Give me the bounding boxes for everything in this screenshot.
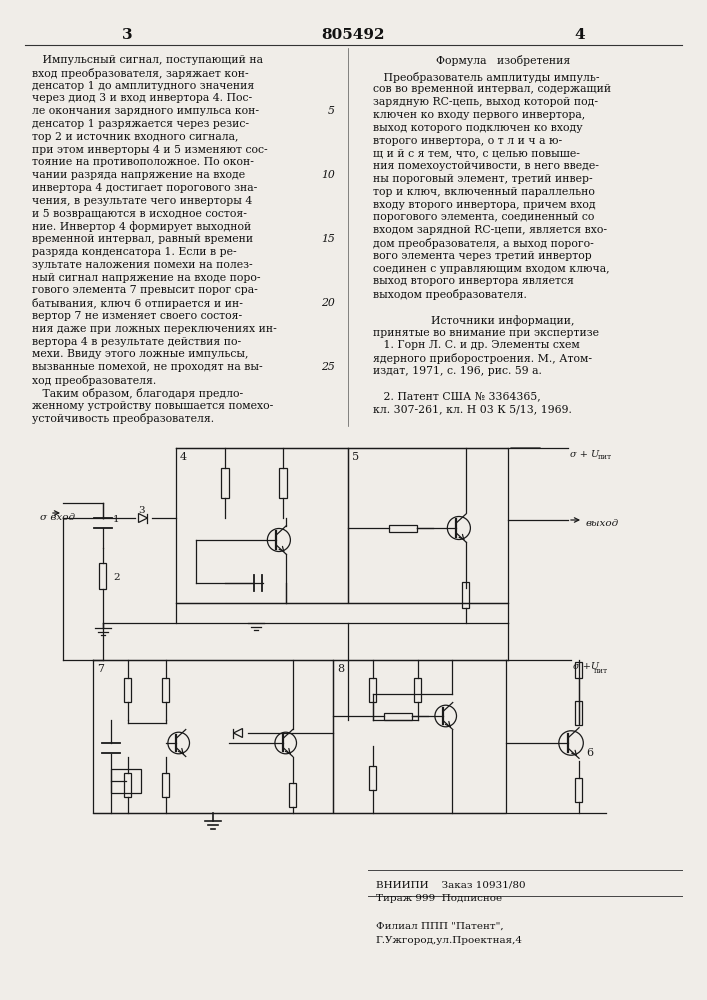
Text: вход преобразователя, заряжает кон-: вход преобразователя, заряжает кон- <box>32 68 249 79</box>
Text: дом преобразователя, а выход порого-: дом преобразователя, а выход порого- <box>373 238 594 249</box>
Text: ле окончания зарядного импульса кон-: ле окончания зарядного импульса кон- <box>32 106 259 116</box>
Text: второго инвертора, о т л и ч а ю-: второго инвертора, о т л и ч а ю- <box>373 136 562 146</box>
Text: тояние на противоположное. По окон-: тояние на противоположное. По окон- <box>32 157 254 167</box>
Text: через диод 3 и вход инвертора 4. Пос-: через диод 3 и вход инвертора 4. Пос- <box>32 93 252 103</box>
Text: устойчивость преобразователя.: устойчивость преобразователя. <box>32 413 214 424</box>
Text: 2. Патент США № 3364365,: 2. Патент США № 3364365, <box>373 392 541 402</box>
Text: σ + U: σ + U <box>570 450 600 459</box>
Text: 5: 5 <box>352 452 359 462</box>
Text: 3: 3 <box>138 506 145 515</box>
Bar <box>163 678 170 702</box>
Text: 3: 3 <box>122 28 133 42</box>
Text: принятые во внимание при экспертизе: принятые во внимание при экспертизе <box>373 328 599 338</box>
Text: выходом преобразователя.: выходом преобразователя. <box>373 289 527 300</box>
Bar <box>100 563 107 589</box>
Text: инвертора 4 достигает порогового зна-: инвертора 4 достигает порогового зна- <box>32 183 257 193</box>
Bar <box>279 468 287 498</box>
Text: σ вход: σ вход <box>40 513 75 522</box>
Text: 6: 6 <box>586 748 593 758</box>
Text: зультате наложения помехи на полез-: зультате наложения помехи на полез- <box>32 260 252 270</box>
Text: издат, 1971, с. 196, рис. 59 а.: издат, 1971, с. 196, рис. 59 а. <box>373 366 542 376</box>
Text: вертора 4 в результате действия по-: вертора 4 в результате действия по- <box>32 337 241 347</box>
Text: выход которого подключен ко входу: выход которого подключен ко входу <box>373 123 583 133</box>
Text: 1: 1 <box>113 515 119 524</box>
Text: тор и ключ, включенный параллельно: тор и ключ, включенный параллельно <box>373 187 595 197</box>
Text: денсатор 1 до амплитудного значения: денсатор 1 до амплитудного значения <box>32 81 255 91</box>
Text: соединен с управляющим входом ключа,: соединен с управляющим входом ключа, <box>373 264 609 274</box>
Text: сов во временной интервал, содержащий: сов во временной интервал, содержащий <box>373 84 611 94</box>
Text: вертор 7 не изменяет своего состоя-: вертор 7 не изменяет своего состоя- <box>32 311 242 321</box>
Bar <box>111 769 141 793</box>
Text: 4: 4 <box>574 28 585 42</box>
Text: кл. 307-261, кл. Н 03 К 5/13, 1969.: кл. 307-261, кл. Н 03 К 5/13, 1969. <box>373 404 572 414</box>
Text: разряда конденсатора 1. Если в ре-: разряда конденсатора 1. Если в ре- <box>32 247 237 257</box>
Text: вызванные помехой, не проходят на вы-: вызванные помехой, не проходят на вы- <box>32 362 262 372</box>
Text: Г.Ужгород,ул.Проектная,4: Г.Ужгород,ул.Проектная,4 <box>375 936 522 945</box>
Text: 20: 20 <box>321 298 335 308</box>
Text: и 5 возвращаются в исходное состоя-: и 5 возвращаются в исходное состоя- <box>32 209 247 219</box>
Text: Импульсный сигнал, поступающий на: Импульсный сигнал, поступающий на <box>32 55 263 65</box>
Text: ния помехоустойчивости, в него введе-: ния помехоустойчивости, в него введе- <box>373 161 599 171</box>
Bar <box>124 773 132 797</box>
Text: 8: 8 <box>337 664 344 674</box>
Text: ния даже при ложных переключениях ин-: ния даже при ложных переключениях ин- <box>32 324 276 334</box>
Text: зарядную RC-цепь, выход которой под-: зарядную RC-цепь, выход которой под- <box>373 97 598 107</box>
Text: мехи. Ввиду этого ложные импульсы,: мехи. Ввиду этого ложные импульсы, <box>32 349 248 359</box>
Text: 10: 10 <box>321 170 335 180</box>
Text: ключен ко входу первого инвертора,: ключен ко входу первого инвертора, <box>373 110 585 120</box>
Text: входу второго инвертора, причем вход: входу второго инвертора, причем вход <box>373 200 595 210</box>
Bar <box>575 662 583 678</box>
Text: σ +U: σ +U <box>573 662 599 671</box>
Bar <box>221 468 229 498</box>
Bar <box>370 766 377 790</box>
Text: щ и й с я тем, что, с целью повыше-: щ и й с я тем, что, с целью повыше- <box>373 148 580 158</box>
Text: ный сигнал напряжение на входе поро-: ный сигнал напряжение на входе поро- <box>32 273 260 283</box>
Text: пит: пит <box>594 667 608 675</box>
Text: гового элемента 7 превысит порог сра-: гового элемента 7 превысит порог сра- <box>32 285 258 295</box>
Text: денсатор 1 разряжается через резис-: денсатор 1 разряжается через резис- <box>32 119 249 129</box>
Text: 5: 5 <box>328 106 335 116</box>
Text: 2: 2 <box>113 573 119 582</box>
Text: женному устройству повышается помехо-: женному устройству повышается помехо- <box>32 401 273 411</box>
Text: чании разряда напряжение на входе: чании разряда напряжение на входе <box>32 170 245 180</box>
Bar <box>575 778 583 802</box>
Text: 805492: 805492 <box>322 28 385 42</box>
Text: ВНИИПИ    Заказ 10931/80: ВНИИПИ Заказ 10931/80 <box>375 880 525 889</box>
Bar <box>462 582 469 608</box>
Bar <box>124 678 132 702</box>
Text: ход преобразователя.: ход преобразователя. <box>32 375 156 386</box>
Text: батывания, ключ 6 отпирается и ин-: батывания, ключ 6 отпирается и ин- <box>32 298 243 309</box>
Bar <box>389 524 417 532</box>
Text: Тираж 999  Подписное: Тираж 999 Подписное <box>375 894 502 903</box>
Text: ние. Инвертор 4 формирует выходной: ние. Инвертор 4 формирует выходной <box>32 221 251 232</box>
Bar <box>414 678 421 702</box>
Text: Формула   изобретения: Формула изобретения <box>436 55 570 66</box>
Text: ны пороговый элемент, третий инвер-: ны пороговый элемент, третий инвер- <box>373 174 592 184</box>
Text: 15: 15 <box>321 234 335 244</box>
Text: входом зарядной RC-цепи, является вхо-: входом зарядной RC-цепи, является вхо- <box>373 225 607 235</box>
Text: 1. Горн Л. С. и др. Элементы схем: 1. Горн Л. С. и др. Элементы схем <box>373 340 580 350</box>
Text: Таким образом, благодаря предло-: Таким образом, благодаря предло- <box>32 388 243 399</box>
Text: пит: пит <box>598 453 612 461</box>
Bar <box>163 773 170 797</box>
Bar <box>384 712 412 720</box>
Text: порогового элемента, соединенный со: порогового элемента, соединенный со <box>373 212 595 222</box>
Bar <box>289 783 296 807</box>
Text: 25: 25 <box>321 362 335 372</box>
Text: выход: выход <box>586 519 619 528</box>
Text: ядерного приборостроения. М., Атом-: ядерного приборостроения. М., Атом- <box>373 353 592 364</box>
Bar <box>575 701 583 725</box>
Text: при этом инверторы 4 и 5 изменяют сос-: при этом инверторы 4 и 5 изменяют сос- <box>32 145 268 155</box>
Text: выход второго инвертора является: выход второго инвертора является <box>373 276 574 286</box>
Text: Источники информации,: Источники информации, <box>431 315 575 326</box>
Text: вого элемента через третий инвертор: вого элемента через третий инвертор <box>373 251 592 261</box>
Text: временной интервал, равный времени: временной интервал, равный времени <box>32 234 253 244</box>
Text: Филиал ППП "Патент",: Филиал ППП "Патент", <box>375 922 503 931</box>
Text: чения, в результате чего инверторы 4: чения, в результате чего инверторы 4 <box>32 196 252 206</box>
Text: 7: 7 <box>97 664 104 674</box>
Text: Преобразователь амплитуды импуль-: Преобразователь амплитуды импуль- <box>373 72 600 83</box>
Text: 4: 4 <box>180 452 187 462</box>
Text: тор 2 и источник входного сигнала,: тор 2 и источник входного сигнала, <box>32 132 238 142</box>
Bar <box>370 678 377 702</box>
